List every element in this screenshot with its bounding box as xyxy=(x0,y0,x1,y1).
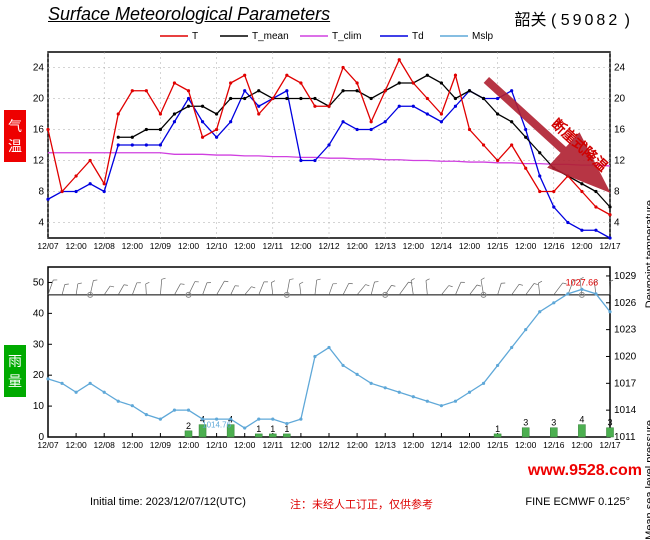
svg-text:12:00: 12:00 xyxy=(178,241,200,251)
pressure-rain-chart: 0102030405010111014101710201023102610291… xyxy=(0,262,650,467)
svg-text:T_mean: T_mean xyxy=(252,31,289,42)
svg-text:50: 50 xyxy=(33,277,45,288)
svg-text:40: 40 xyxy=(33,308,45,319)
svg-text:1: 1 xyxy=(270,424,275,434)
svg-text:1: 1 xyxy=(256,424,261,434)
svg-text:12:00: 12:00 xyxy=(178,440,200,450)
station-label: 韶关 ( 59082 ) xyxy=(514,6,630,30)
svg-text:12:00: 12:00 xyxy=(290,440,312,450)
axis-label-mslp: Mean sea level pressure xyxy=(644,420,650,540)
svg-text:1027.66: 1027.66 xyxy=(566,277,599,287)
svg-text:1026: 1026 xyxy=(614,298,637,309)
svg-text:12/16: 12/16 xyxy=(543,440,565,450)
svg-text:1020: 1020 xyxy=(614,351,637,362)
svg-text:12:00: 12:00 xyxy=(515,241,537,251)
svg-text:T: T xyxy=(192,31,198,42)
svg-text:4: 4 xyxy=(614,218,620,229)
svg-text:12/14: 12/14 xyxy=(431,241,453,251)
chart-title: Surface Meteorological Parameters xyxy=(48,4,330,25)
svg-text:24: 24 xyxy=(614,63,626,74)
svg-text:12:00: 12:00 xyxy=(403,241,425,251)
svg-text:12:00: 12:00 xyxy=(459,440,481,450)
svg-text:12:00: 12:00 xyxy=(403,440,425,450)
watermark-url: www.9528.com xyxy=(528,462,642,480)
svg-text:12:00: 12:00 xyxy=(65,440,87,450)
svg-text:12/11: 12/11 xyxy=(262,241,283,251)
svg-text:12:00: 12:00 xyxy=(234,241,256,251)
svg-text:12:00: 12:00 xyxy=(290,241,312,251)
svg-text:T_clim: T_clim xyxy=(332,31,361,42)
svg-text:12/15: 12/15 xyxy=(487,440,509,450)
svg-text:10: 10 xyxy=(33,401,45,412)
svg-text:1017: 1017 xyxy=(614,378,637,389)
svg-text:12:00: 12:00 xyxy=(122,241,144,251)
svg-text:12/09: 12/09 xyxy=(150,440,172,450)
svg-text:12/10: 12/10 xyxy=(206,440,228,450)
svg-text:20: 20 xyxy=(33,370,45,381)
svg-text:Mslp: Mslp xyxy=(472,31,494,42)
temperature-chart: T T_mean T_clim Td Mslp 4 4 8 8 12 12 16 16 20 20 24 24 1… xyxy=(0,28,650,278)
axis-label-dewpoint: Dewpoint temperature xyxy=(644,200,650,308)
svg-text:12:00: 12:00 xyxy=(65,241,87,251)
svg-text:12:00: 12:00 xyxy=(571,440,593,450)
svg-text:Td: Td xyxy=(412,31,424,42)
svg-text:3: 3 xyxy=(607,418,612,428)
svg-text:12/13: 12/13 xyxy=(375,440,397,450)
svg-text:3: 3 xyxy=(551,418,556,428)
svg-text:1023: 1023 xyxy=(614,325,637,336)
footer-model: FINE ECMWF 0.125° xyxy=(525,496,630,508)
svg-text:4: 4 xyxy=(38,218,44,229)
svg-text:12/17: 12/17 xyxy=(599,440,621,450)
svg-text:12:00: 12:00 xyxy=(346,440,368,450)
svg-text:30: 30 xyxy=(33,339,45,350)
svg-text:12:00: 12:00 xyxy=(459,241,481,251)
svg-text:12:00: 12:00 xyxy=(515,440,537,450)
svg-text:12/15: 12/15 xyxy=(487,241,509,251)
svg-text:1: 1 xyxy=(495,424,500,434)
svg-text:12/16: 12/16 xyxy=(543,241,565,251)
svg-text:12:00: 12:00 xyxy=(571,241,593,251)
svg-text:12: 12 xyxy=(614,156,626,167)
svg-text:3: 3 xyxy=(523,418,528,428)
svg-text:12/14: 12/14 xyxy=(431,440,453,450)
svg-text:12:00: 12:00 xyxy=(346,241,368,251)
footer-initial-time: Initial time: 2023/12/07/12(UTC) xyxy=(90,496,246,508)
footer-note: 注：未经人工订正，仅供参考 xyxy=(290,496,433,512)
svg-text:12/17: 12/17 xyxy=(599,241,621,251)
svg-text:24: 24 xyxy=(33,63,45,74)
svg-text:12/08: 12/08 xyxy=(94,440,116,450)
svg-text:8: 8 xyxy=(38,187,44,198)
svg-text:16: 16 xyxy=(33,125,45,136)
svg-text:16: 16 xyxy=(614,125,626,136)
svg-text:12/09: 12/09 xyxy=(150,241,172,251)
svg-text:1: 1 xyxy=(284,424,289,434)
svg-text:4: 4 xyxy=(579,415,584,425)
svg-text:12: 12 xyxy=(33,156,45,167)
svg-text:12:00: 12:00 xyxy=(122,440,144,450)
svg-text:12:00: 12:00 xyxy=(234,440,256,450)
svg-text:12/13: 12/13 xyxy=(375,241,397,251)
svg-text:12/08: 12/08 xyxy=(94,241,116,251)
svg-text:12/11: 12/11 xyxy=(262,440,283,450)
svg-text:20: 20 xyxy=(33,94,45,105)
svg-text:1014: 1014 xyxy=(614,405,637,416)
svg-text:8: 8 xyxy=(614,187,620,198)
svg-text:12/12: 12/12 xyxy=(318,440,340,450)
svg-text:12/12: 12/12 xyxy=(318,241,340,251)
svg-text:20: 20 xyxy=(614,94,626,105)
svg-text:2: 2 xyxy=(186,421,191,431)
svg-text:1014.76: 1014.76 xyxy=(202,421,231,430)
svg-text:12/07: 12/07 xyxy=(37,241,59,251)
svg-text:12/07: 12/07 xyxy=(37,440,59,450)
svg-text:1029: 1029 xyxy=(614,271,637,282)
svg-text:12/10: 12/10 xyxy=(206,241,228,251)
